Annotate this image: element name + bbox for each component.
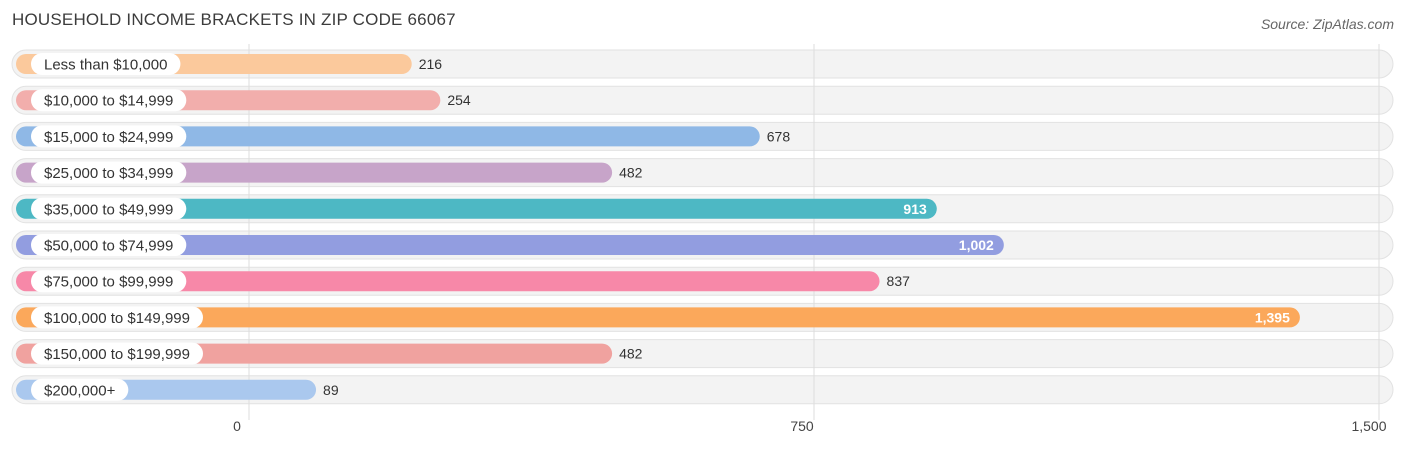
bar (16, 126, 760, 147)
category-label: $35,000 to $49,999 (44, 201, 173, 218)
category-label: $150,000 to $199,999 (44, 346, 190, 363)
source-label: Source: ZipAtlas.com (1260, 16, 1394, 32)
category-label: $100,000 to $149,999 (44, 310, 190, 327)
category-pill (31, 378, 129, 401)
category-label: $25,000 to $34,999 (44, 165, 173, 182)
category-label: $15,000 to $24,999 (44, 129, 173, 146)
category-pill (31, 89, 187, 112)
value-label: 913 (903, 201, 927, 217)
bar (16, 271, 880, 292)
tick-label: 0 (233, 418, 241, 434)
category-pill (31, 342, 203, 365)
category-pill (31, 306, 203, 329)
category-pill (31, 161, 187, 184)
category-label: $200,000+ (44, 382, 116, 399)
bar (16, 235, 1004, 255)
category-label: $10,000 to $14,999 (44, 93, 173, 110)
category-label: $75,000 to $99,999 (44, 274, 173, 291)
bars-group: Less than $10,000 216 $10,000 to $14,999 25… (16, 53, 1300, 401)
bar (16, 198, 937, 219)
value-label: 678 (767, 128, 791, 144)
chart-title: HOUSEHOLD INCOME BRACKETS IN ZIP CODE 66… (12, 10, 456, 29)
category-pill (31, 125, 187, 148)
value-label: 482 (619, 346, 643, 362)
category-label: $50,000 to $74,999 (44, 238, 173, 255)
category-pill (31, 197, 187, 220)
category-pill (31, 53, 181, 75)
row-track (11, 375, 1394, 405)
tick-label: 1,500 (1351, 418, 1386, 434)
value-label: 1,002 (959, 237, 994, 253)
value-label: 216 (419, 56, 443, 72)
value-label: 837 (887, 273, 911, 289)
value-label: 89 (323, 382, 339, 398)
tick-label: 750 (790, 418, 814, 434)
category-pill (31, 270, 187, 293)
value-label: 482 (619, 165, 643, 181)
category-pill (31, 234, 187, 256)
value-label: 1,395 (1255, 309, 1290, 325)
value-label: 254 (447, 92, 471, 108)
x-axis-ticks: 0 750 1,500 (233, 418, 1387, 434)
category-label: Less than $10,000 (44, 57, 167, 74)
bar (16, 307, 1300, 328)
